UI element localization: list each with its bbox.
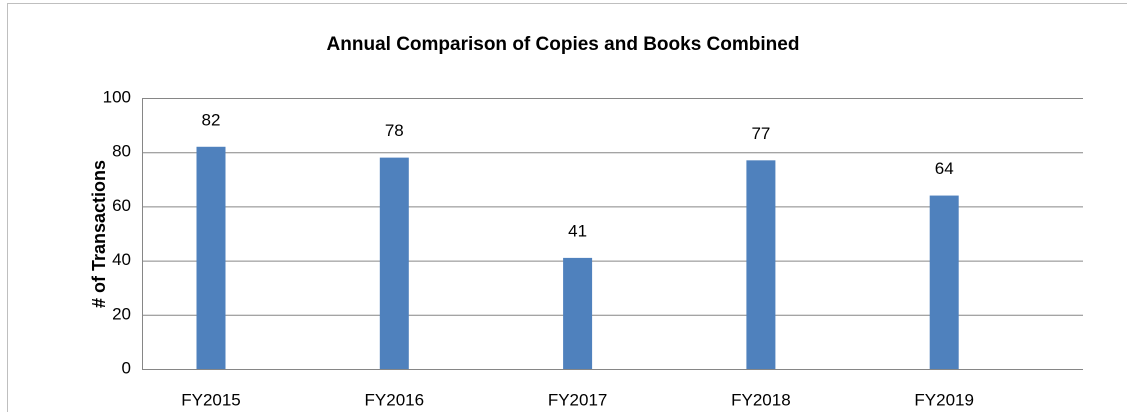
- data-label: 41: [568, 221, 587, 240]
- bar: [929, 195, 959, 369]
- bar: [563, 257, 593, 369]
- bar: [746, 160, 776, 369]
- x-tick-label: FY2018: [731, 390, 791, 409]
- data-label: 77: [751, 124, 770, 143]
- x-tick-label: FY2015: [181, 390, 241, 409]
- y-tick-label: 100: [103, 87, 131, 106]
- x-tick-label: FY2017: [548, 390, 608, 409]
- y-tick-label: 0: [122, 358, 131, 377]
- y-tick-label: 80: [112, 142, 131, 161]
- y-tick-label: 20: [112, 304, 131, 323]
- bar: [379, 157, 409, 369]
- y-tick-label: 60: [112, 196, 131, 215]
- x-tick-label: FY2019: [914, 390, 974, 409]
- x-tick-label: FY2016: [365, 390, 425, 409]
- chart-title: Annual Comparison of Copies and Books Co…: [327, 34, 800, 55]
- data-label: 64: [935, 159, 954, 178]
- y-tick-label: 40: [112, 250, 131, 269]
- data-label: 78: [385, 121, 404, 140]
- data-label: 82: [202, 110, 221, 129]
- bar: [196, 146, 226, 369]
- y-axis-label: # of Transactions: [89, 160, 109, 308]
